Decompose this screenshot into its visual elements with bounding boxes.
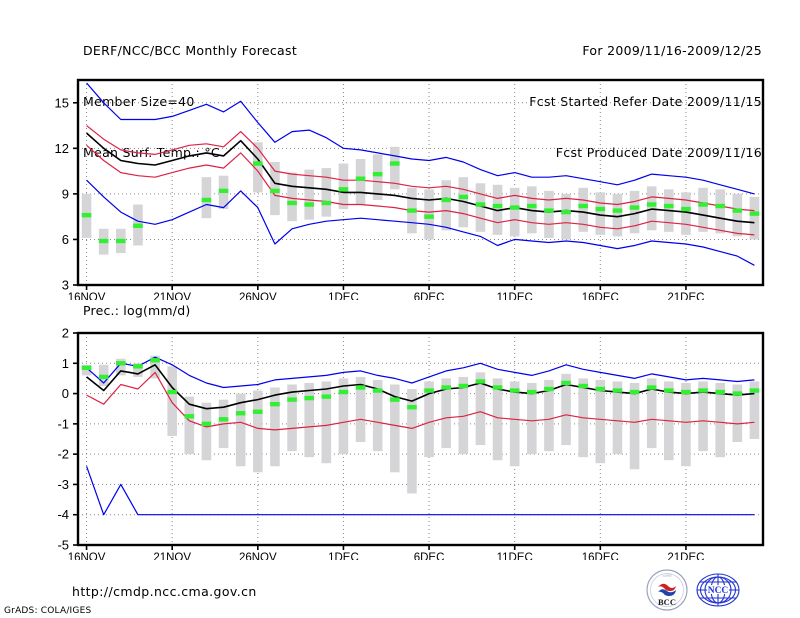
svg-text:6: 6	[62, 232, 69, 247]
forecast-produced-date: Fcst Produced Date 2009/11/16	[555, 145, 762, 160]
svg-text:-4: -4	[57, 507, 69, 522]
svg-text:3: 3	[62, 278, 69, 293]
forecast-started-date: Fcst Started Refer Date 2009/11/15	[529, 94, 762, 109]
svg-text:11DEC: 11DEC	[497, 552, 533, 560]
svg-text:1: 1	[62, 356, 69, 371]
svg-text:21NOV: 21NOV	[153, 552, 191, 560]
page-title: DERF/NCC/BCC Monthly Forecast	[83, 43, 298, 58]
header-meta-block: For 2009/11/16-2009/12/25 Fcst Started R…	[529, 8, 762, 178]
temperature-chart: 3 6 9 12 15 16NOV 21NOV 26NOV 1DEC 6DEC 11DEC 16DEC…	[55, 78, 765, 300]
member-size-label: Member Size=40	[83, 94, 195, 109]
svg-text:11DEC: 11DEC	[497, 292, 533, 300]
svg-text:1DEC: 1DEC	[328, 552, 359, 560]
svg-text:16DEC: 16DEC	[582, 292, 619, 300]
bcc-logo-icon: \u2605 BCC	[646, 569, 688, 611]
svg-text:16NOV: 16NOV	[68, 552, 106, 560]
svg-text:0: 0	[62, 386, 69, 401]
grads-attribution: GrADS: COLA/IGES	[4, 606, 92, 616]
forecast-range: For 2009/11/16-2009/12/25	[582, 43, 762, 58]
svg-text:-2: -2	[57, 447, 69, 462]
svg-text:1DEC: 1DEC	[328, 292, 359, 300]
svg-text:9: 9	[62, 186, 69, 201]
svg-text:6DEC: 6DEC	[414, 552, 445, 560]
svg-text:26NOV: 26NOV	[239, 292, 277, 300]
website-url[interactable]: http://cmdp.ncc.cma.gov.cn	[72, 584, 257, 599]
svg-text:BCC: BCC	[658, 597, 676, 607]
svg-text:-3: -3	[57, 477, 69, 492]
svg-text:21DEC: 21DEC	[667, 292, 704, 300]
ncc-logo-icon: NCC	[696, 573, 740, 607]
svg-text:15: 15	[55, 95, 69, 110]
svg-text:16NOV: 16NOV	[68, 292, 106, 300]
svg-text:2: 2	[62, 326, 69, 341]
svg-text:6DEC: 6DEC	[414, 292, 445, 300]
svg-text:-5: -5	[57, 538, 69, 553]
svg-text:16DEC: 16DEC	[582, 552, 619, 560]
svg-text:NCC: NCC	[708, 586, 729, 596]
svg-text:12: 12	[55, 141, 69, 156]
svg-text:\u2605: \u2605	[662, 574, 672, 578]
svg-text:21NOV: 21NOV	[153, 292, 191, 300]
logo-group: \u2605 BCC NCC	[645, 568, 741, 612]
svg-text:-1: -1	[57, 416, 69, 431]
precip-axis-label: Prec.: log(mm/d)	[83, 303, 191, 318]
svg-text:26NOV: 26NOV	[239, 552, 277, 560]
svg-text:21DEC: 21DEC	[667, 552, 704, 560]
